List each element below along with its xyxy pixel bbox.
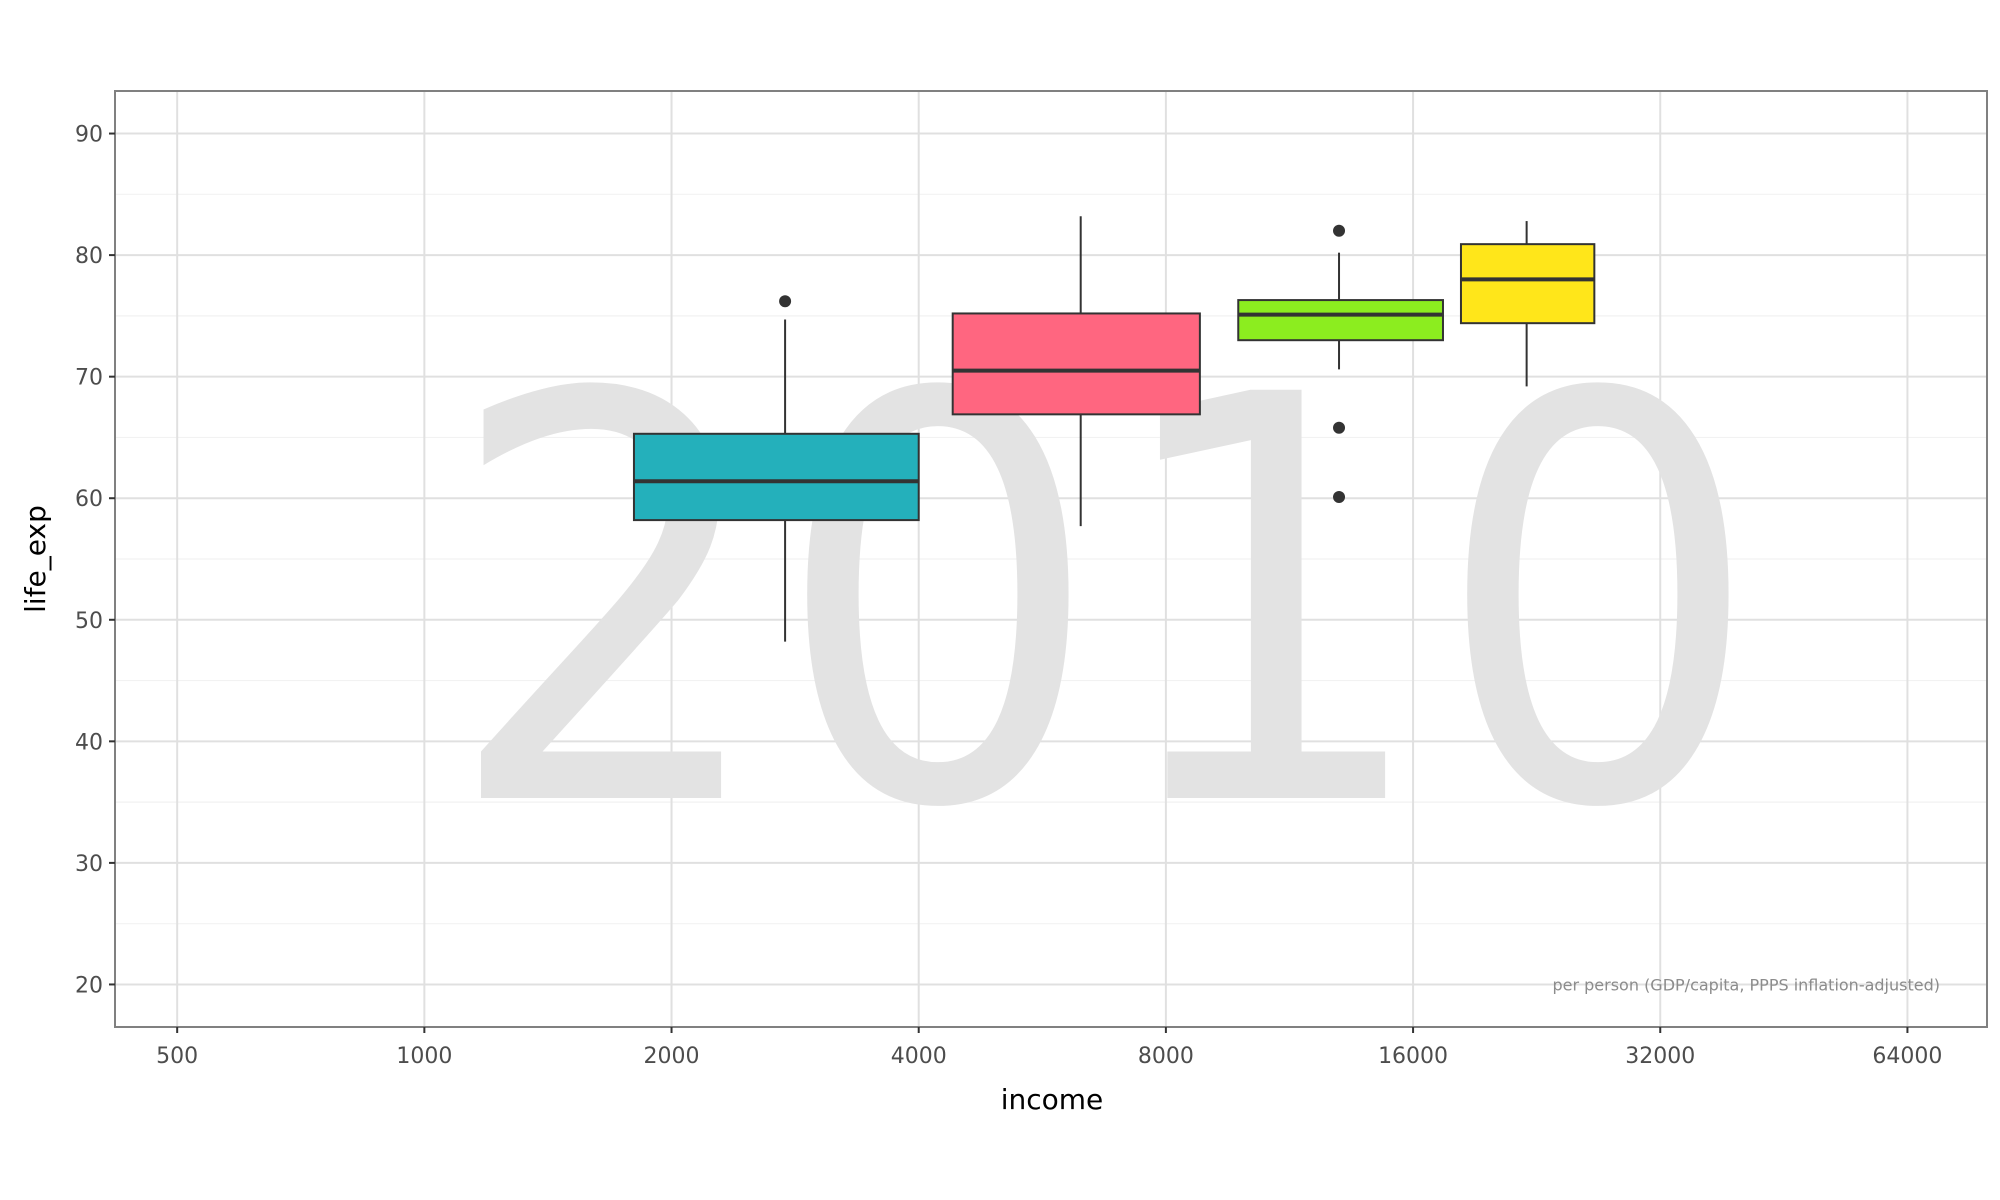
x-tick-label: 16000 (1378, 1044, 1448, 1069)
box-iqr (951, 312, 1201, 416)
boxplots (632, 216, 1596, 642)
outlier-point (779, 295, 792, 308)
x-tick-label: 500 (156, 1044, 198, 1069)
x-tick-label: 4000 (891, 1044, 947, 1069)
outlier-point (1333, 421, 1346, 434)
y-tick-label: 30 (75, 852, 103, 877)
x-tick-label: 2000 (644, 1044, 700, 1069)
x-tick-label: 64000 (1872, 1044, 1942, 1069)
x-axis-ticks: 500 1000 2000 4000 8000 16000 32000 64000 (156, 1027, 1942, 1069)
x-tick-label: 8000 (1138, 1044, 1194, 1069)
y-axis-ticks: 20 30 40 50 60 70 80 90 (75, 123, 115, 998)
y-tick-label: 70 (75, 366, 103, 391)
box-iqr (1459, 243, 1596, 325)
box-group-4 (1459, 221, 1596, 387)
y-tick-label: 40 (75, 730, 103, 755)
x-tick-label: 32000 (1625, 1044, 1695, 1069)
box-iqr (632, 432, 920, 522)
y-tick-label: 20 (75, 973, 103, 998)
panel-border (114, 90, 1988, 1028)
x-tick-label: 1000 (396, 1044, 452, 1069)
x-axis-title: income (1001, 1083, 1104, 1116)
income-caption: per person (GDP/capita, PPPS inflation-a… (1552, 975, 1940, 994)
y-tick-label: 80 (75, 244, 103, 269)
outlier-point (1333, 491, 1346, 504)
box-group-3 (1237, 224, 1444, 504)
y-tick-label: 50 (75, 609, 103, 634)
y-axis-title: life_exp (19, 505, 52, 613)
y-tick-label: 60 (75, 487, 103, 512)
box-iqr (1237, 299, 1444, 342)
outlier-point (1333, 224, 1346, 237)
major-gridlines (115, 91, 1987, 1027)
box-group-2 (951, 216, 1201, 527)
box-group-1 (632, 295, 920, 642)
y-tick-label: 90 (75, 123, 103, 148)
